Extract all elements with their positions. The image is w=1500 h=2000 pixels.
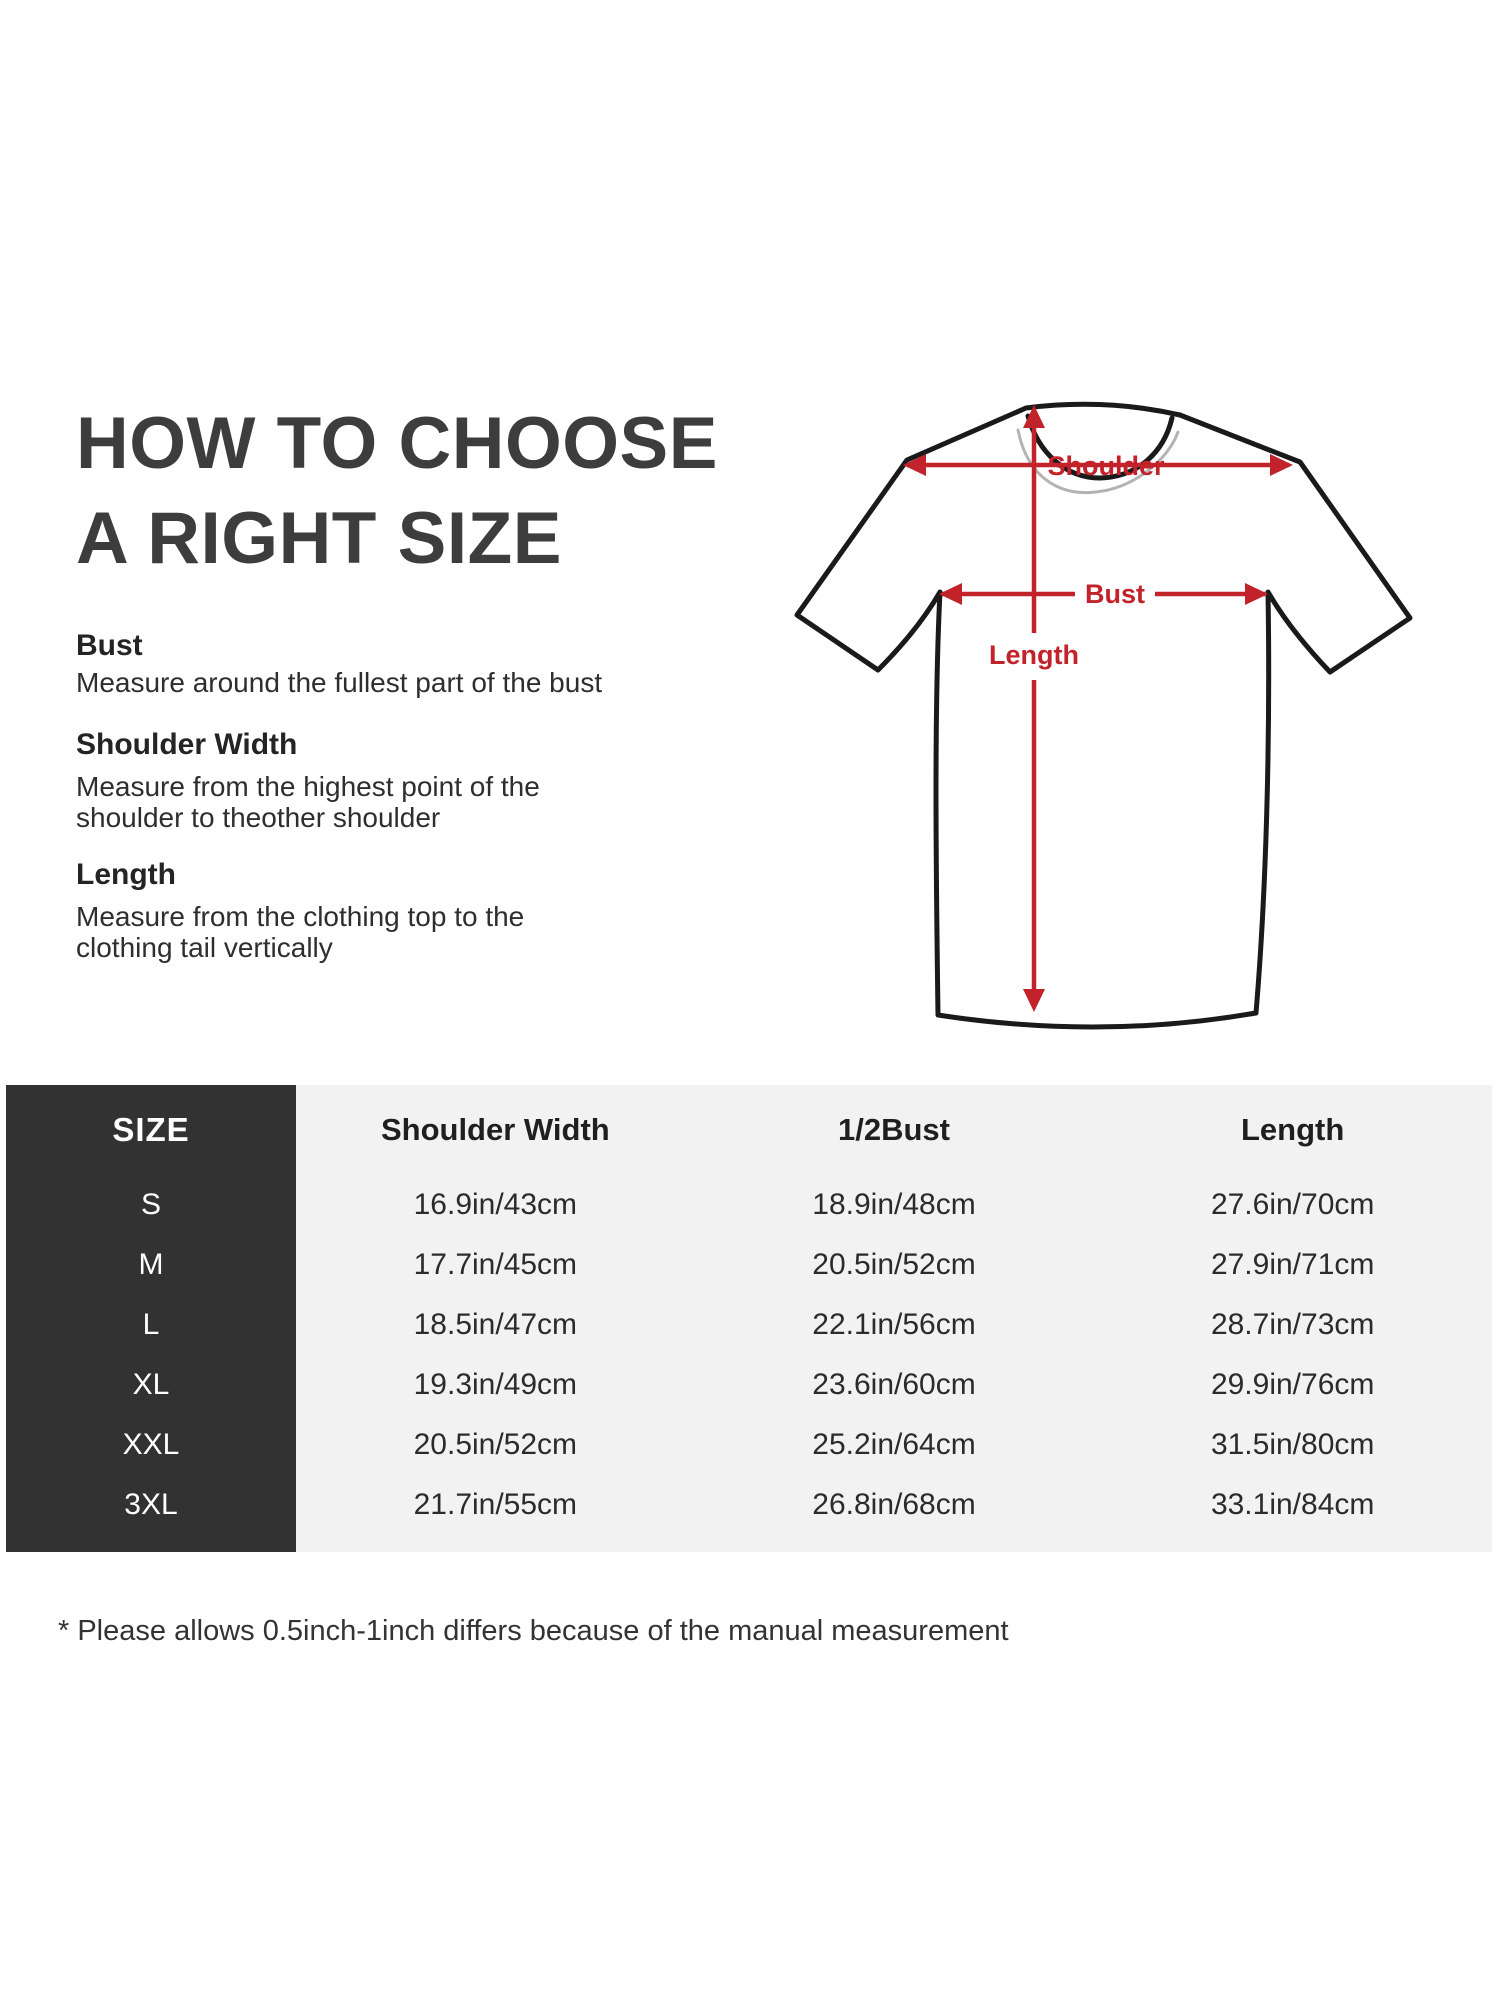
measurement-disclaimer: * Please allows 0.5inch-1inch differs be… (58, 1615, 1009, 1647)
tshirt-measurement-diagram: Shoulder Bust Length (794, 401, 1413, 1030)
length-arrowhead-top (1023, 405, 1045, 428)
shoulder-arrow-label: Shoulder (1047, 451, 1164, 481)
bust-arrowhead-right (1245, 583, 1268, 605)
row-xxl-shoulder-width: 20.5in/52cm (413, 1428, 578, 1461)
size-column-background (6, 1085, 296, 1552)
guide-heading-shoulder-width: Shoulder Width (76, 728, 298, 761)
guide-heading-bust: Bust (76, 629, 143, 662)
row-s-half-bust: 18.9in/48cm (812, 1188, 976, 1221)
collar-opening (1025, 413, 1175, 481)
size-table: SIZE Shoulder Width 1/2Bust Length S 16.… (6, 1085, 1492, 1552)
row-l-length: 28.7in/73cm (1210, 1308, 1375, 1341)
row-xl-size: XL (132, 1368, 170, 1401)
row-s-shoulder-width: 16.9in/43cm (413, 1188, 578, 1221)
guide-body-bust-line1: Measure around the fullest part of the b… (76, 667, 603, 698)
row-xl-shoulder-width: 19.3in/49cm (413, 1368, 578, 1401)
guide-body-length: Measure from the clothing top to the clo… (76, 901, 524, 963)
tshirt-outline (794, 401, 1413, 1030)
row-xxl-length: 31.5in/80cm (1210, 1428, 1375, 1461)
row-m-shoulder-width: 17.7in/45cm (413, 1248, 578, 1281)
row-3xl-length: 33.1in/84cm (1210, 1488, 1375, 1521)
guide-body-shoulder-width: Measure from the highest point of the sh… (76, 771, 540, 833)
col-header-size: SIZE (112, 1111, 190, 1148)
shoulder-arrowhead-left (903, 454, 926, 476)
guide-heading-length: Length (76, 858, 176, 891)
row-m-half-bust: 20.5in/52cm (812, 1248, 976, 1281)
row-l-shoulder-width: 18.5in/47cm (413, 1308, 578, 1341)
row-l-half-bust: 22.1in/56cm (812, 1308, 976, 1341)
row-xxl-half-bust: 25.2in/64cm (812, 1428, 976, 1461)
length-arrow-label: Length (989, 640, 1079, 670)
row-xxl-size: XXL (122, 1428, 180, 1461)
guide-body-shoulder-line2: shoulder to theother shoulder (76, 802, 441, 833)
shoulder-arrowhead-right (1270, 454, 1293, 476)
row-m-size: M (138, 1248, 164, 1281)
bust-arrowhead-left (939, 583, 962, 605)
guide-body-shoulder-line1: Measure from the highest point of the (76, 771, 540, 802)
row-s-size: S (140, 1188, 161, 1221)
guide-body-bust: Measure around the fullest part of the b… (76, 667, 602, 698)
row-xl-length: 29.9in/76cm (1210, 1368, 1375, 1401)
bust-arrow-label: Bust (1085, 579, 1145, 609)
size-table-grid: SIZE Shoulder Width 1/2Bust Length S 16.… (6, 1085, 1492, 1552)
guide-body-length-line2: clothing tail vertically (76, 932, 333, 963)
row-s-length: 27.6in/70cm (1210, 1188, 1375, 1221)
page-title-line1: HOW TO CHOOSE (76, 403, 718, 484)
col-header-half-bust: 1/2Bust (838, 1112, 950, 1147)
guide-body-length-line1: Measure from the clothing top to the (76, 901, 525, 932)
col-header-length: Length (1241, 1112, 1345, 1147)
row-3xl-shoulder-width: 21.7in/55cm (413, 1488, 578, 1521)
col-header-shoulder-width: Shoulder Width (380, 1112, 610, 1147)
row-xl-half-bust: 23.6in/60cm (812, 1368, 976, 1401)
page-title: HOW TO CHOOSE A RIGHT SIZE (76, 396, 718, 586)
row-3xl-half-bust: 26.8in/68cm (812, 1488, 976, 1521)
length-arrowhead-bottom (1023, 989, 1045, 1012)
row-l-size: L (142, 1308, 160, 1341)
page-title-line2: A RIGHT SIZE (76, 498, 562, 579)
row-3xl-size: 3XL (124, 1488, 178, 1521)
row-m-length: 27.9in/71cm (1210, 1248, 1375, 1281)
